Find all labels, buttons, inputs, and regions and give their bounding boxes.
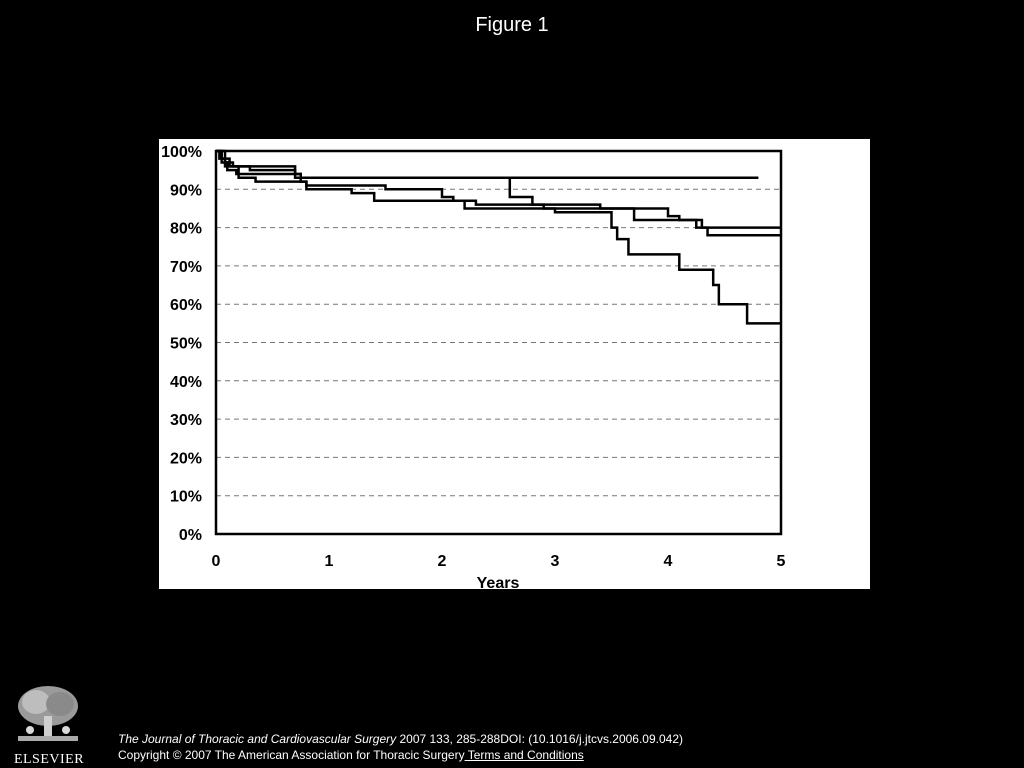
x-tick-label: 1 [325, 553, 334, 570]
x-tick-label: 2 [438, 553, 447, 570]
citation-footer: The Journal of Thoracic and Cardiovascul… [118, 731, 683, 763]
x-axis-ticks: 0 1 2 3 4 5 [212, 553, 786, 570]
x-tick-label: 3 [551, 553, 560, 570]
series-labels: 3.5 to 3.9 4.0 to 4.9 5.0 to 5.9 > 6.0 cm [789, 171, 858, 334]
series-line-4 [216, 149, 781, 325]
x-tick-label: 4 [664, 553, 673, 570]
slide-title: Figure 1 [475, 14, 549, 36]
y-tick-label: 60% [170, 297, 202, 314]
gridlines [216, 188, 781, 497]
series-line-3 [216, 149, 781, 237]
series-label: 4.0 to 4.9 [789, 221, 858, 238]
x-tick-label: 5 [777, 553, 786, 570]
y-tick-label: 0% [179, 527, 202, 544]
x-axis-label: Years [477, 575, 520, 589]
citation-line: The Journal of Thoracic and Cardiovascul… [118, 731, 683, 747]
y-tick-label: 50% [170, 336, 202, 353]
citation-details: 2007 133, 285-288DOI: (10.1016/j.jtcvs.2… [396, 732, 684, 746]
elsevier-tree-logo [10, 682, 86, 744]
y-tick-label: 20% [170, 450, 202, 467]
y-tick-label: 80% [170, 221, 202, 238]
y-tick-label: 90% [170, 182, 202, 199]
copyright-line: Copyright © 2007 The American Associatio… [118, 747, 683, 763]
chart-panel: 0% 10% 20% 30% 40% 50% 60% 70% 80% 90% 100% 0 1 2 3 4 5… [159, 139, 870, 589]
plot-area-frame [214, 149, 783, 536]
y-tick-label: 40% [170, 374, 202, 391]
series-label: 3.5 to 3.9 [789, 171, 858, 188]
survival-chart: 0% 10% 20% 30% 40% 50% 60% 70% 80% 90% 100% 0 1 2 3 4 5… [161, 144, 858, 589]
series-lines [216, 149, 781, 325]
y-axis-ticks: 0% 10% 20% 30% 40% 50% 60% 70% 80% 90% 100% [161, 144, 202, 544]
y-tick-label: 100% [161, 144, 202, 161]
copyright-text: Copyright © 2007 The American Associatio… [118, 748, 465, 762]
terms-link[interactable]: Terms and Conditions [464, 748, 584, 762]
y-tick-label: 70% [170, 259, 202, 276]
journal-name: The Journal of Thoracic and Cardiovascul… [118, 732, 397, 746]
series-label: 5.0 to 5.9 [789, 243, 858, 260]
series-label: > 6.0 cm [789, 316, 853, 333]
y-tick-label: 30% [170, 412, 202, 429]
publisher-logo-text: ELSEVIER [13, 752, 85, 767]
x-tick-label: 0 [212, 553, 221, 570]
y-tick-label: 10% [170, 489, 202, 506]
